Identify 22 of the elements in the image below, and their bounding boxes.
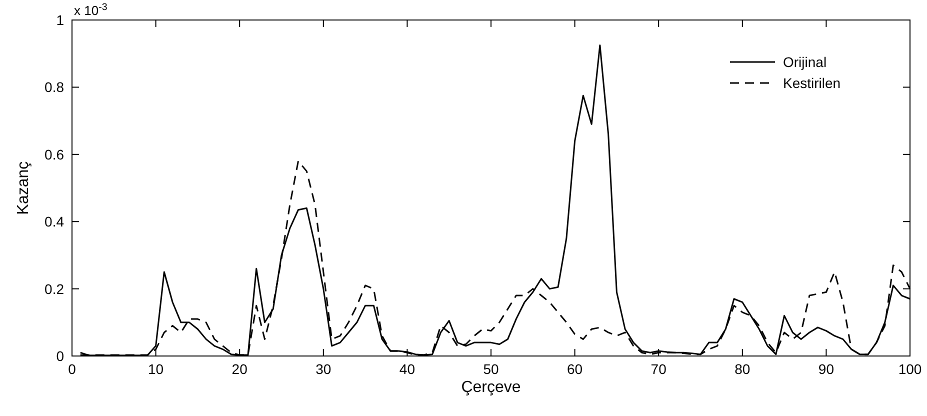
x-tick-label: 50: [483, 361, 499, 377]
y-tick-label: 0.8: [44, 79, 64, 96]
x-tick-label: 70: [650, 361, 667, 377]
x-tick-label: 90: [818, 361, 834, 377]
x-tick-label: 40: [399, 361, 416, 377]
y-tick-label: 0.6: [44, 146, 64, 162]
x-tick-label: 10: [148, 361, 164, 377]
x-tick-label: 30: [316, 361, 332, 377]
y-tick-label: 0: [56, 348, 64, 364]
y-axis-title: Kazanç: [15, 161, 32, 215]
x-tick-label: 100: [898, 361, 922, 377]
legend-label: Orijinal: [783, 54, 827, 70]
x-tick-label: 20: [232, 361, 248, 377]
y-tick-label: 0.2: [44, 280, 64, 297]
x-tick-label: 0: [68, 361, 76, 377]
text: x 10$^{-3}$: [74, 2, 108, 18]
legend-label: Kestirilen: [783, 75, 841, 91]
x-axis-title: Çerçeve: [461, 379, 521, 396]
x-tick-label: 60: [567, 361, 583, 377]
y-tick-label: 1: [56, 12, 64, 28]
y-tick-label: 0.4: [44, 214, 64, 230]
x-tick-label: 80: [734, 361, 750, 377]
